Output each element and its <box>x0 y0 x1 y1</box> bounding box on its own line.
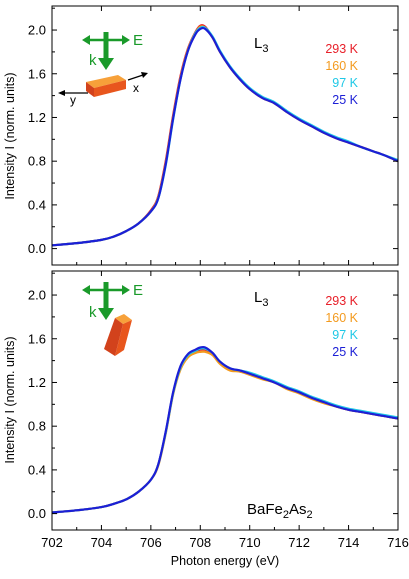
bottom-tick-marks: 0.0 0.4 0.8 1.2 1.6 2.0 <box>28 271 399 530</box>
bottom-series-97k-line <box>51 347 399 514</box>
bottom-geometry-inset: E k <box>82 282 143 356</box>
bottom-y-tick-label: 0.4 <box>28 462 46 477</box>
x-axis-label: Photon energy (eV) <box>171 554 279 568</box>
x-tick-label: 702 <box>41 535 63 550</box>
top-y-axis-label: Intensity I (norm. units) <box>3 72 17 199</box>
x-tick-labels: 702 704 706 708 710 712 714 716 <box>41 535 409 550</box>
top-e-label: E <box>133 32 143 49</box>
compound-label: BaFe2As2 <box>247 501 313 521</box>
top-y-tick-label: 2.0 <box>28 23 46 38</box>
top-legend-293k: 293 K <box>325 42 358 56</box>
bottom-y-tick-label: 1.6 <box>28 331 46 346</box>
top-edge-label: L3 <box>254 35 268 55</box>
bottom-k-vector-arrow-icon <box>98 282 114 320</box>
bottom-series-25k-line <box>51 345 399 514</box>
bottom-edge-label: L3 <box>254 289 268 309</box>
top-plot-frame <box>51 5 399 266</box>
x-tick-label: 706 <box>140 535 162 550</box>
bottom-y-tick-label: 1.2 <box>28 375 46 390</box>
bottom-series-293k-line <box>51 348 399 514</box>
x-tick-label: 716 <box>387 535 409 550</box>
bottom-plot-lines <box>51 345 399 514</box>
bottom-y-tick-label: 2.0 <box>28 288 46 303</box>
top-y-tick-label: 1.2 <box>28 110 46 125</box>
bottom-plot-frame <box>51 270 399 531</box>
bottom-legend-25k: 25 K <box>332 345 358 359</box>
bottom-e-label: E <box>133 282 143 299</box>
top-k-label: k <box>89 52 97 69</box>
top-axis-arrows-icon <box>58 72 148 96</box>
bottom-legend-160k: 160 K <box>325 311 358 325</box>
panel-top: 0.0 0.4 0.8 1.2 1.6 2.0 Intensity I (norm. un… <box>3 5 399 266</box>
panel-bottom: 0.0 0.4 0.8 1.2 1.6 2.0 Intensity I (norm. un… <box>3 270 399 568</box>
top-series-25k-line <box>51 26 399 247</box>
bottom-legend-293k: 293 K <box>325 294 358 308</box>
bottom-y-axis-label: Intensity I (norm. units) <box>3 336 17 463</box>
x-tick-label: 712 <box>288 535 310 550</box>
top-y-tick-label: 0.4 <box>28 197 46 212</box>
top-geometry-inset: E k y x <box>58 32 148 107</box>
bottom-y-tick-label: 0.0 <box>28 506 46 521</box>
x-tick-label: 710 <box>239 535 261 550</box>
top-crystal-slab-icon <box>86 75 126 97</box>
bottom-crystal-slab-icon <box>104 314 132 356</box>
top-legend: 293 K 160 K 97 K 25 K <box>325 42 358 107</box>
bottom-legend: 293 K 160 K 97 K 25 K <box>325 294 358 359</box>
top-legend-25k: 25 K <box>332 93 358 107</box>
top-plot-lines <box>51 23 399 247</box>
top-y-axis-name: y <box>70 93 76 107</box>
top-y-tick-label: 0.8 <box>28 154 46 169</box>
top-x-axis-name: x <box>133 81 139 95</box>
x-tick-label: 708 <box>189 535 211 550</box>
bottom-series-160k-line <box>51 350 399 514</box>
bottom-legend-97k: 97 K <box>332 328 358 342</box>
top-k-vector-arrow-icon <box>98 32 114 70</box>
top-y-tick-label: 1.6 <box>28 66 46 81</box>
top-legend-97k: 97 K <box>332 76 358 90</box>
x-tick-label: 714 <box>338 535 360 550</box>
x-tick-label: 704 <box>91 535 113 550</box>
bottom-y-tick-label: 0.8 <box>28 419 46 434</box>
top-legend-160k: 160 K <box>325 59 358 73</box>
top-tick-marks: 0.0 0.4 0.8 1.2 1.6 2.0 <box>28 6 399 265</box>
bottom-k-label: k <box>89 304 97 321</box>
top-y-tick-label: 0.0 <box>28 241 46 256</box>
